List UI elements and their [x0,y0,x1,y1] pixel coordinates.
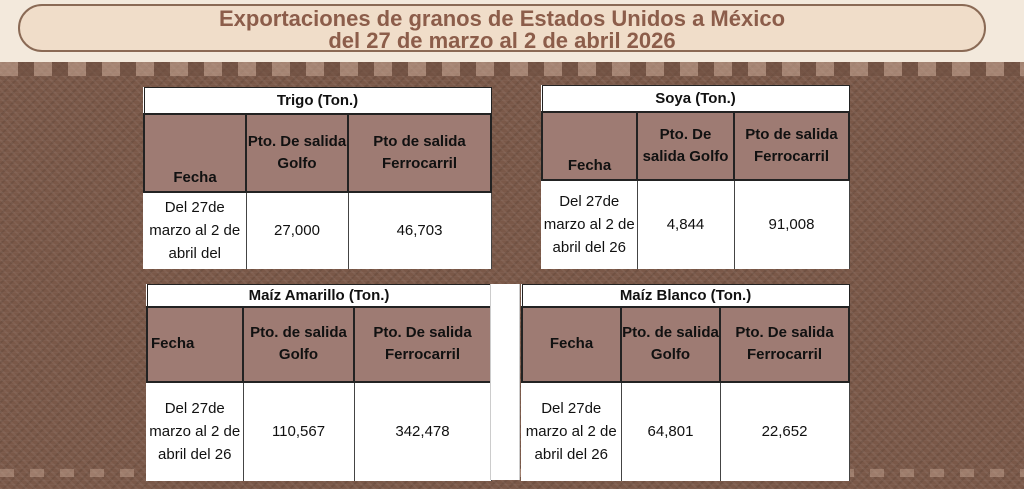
soya-header-fecha: Fecha [541,110,638,181]
table-gap-divider [490,284,520,480]
soya-caption: Soya (Ton.) [541,85,850,113]
maiz-amarillo-ferrocarril-cell: 342,478 [354,381,492,481]
trigo-golfo-cell: 27,000 [246,191,349,269]
maiz-amarillo-table: Maíz Amarillo (Ton.) Fecha Pto. de salid… [146,284,492,481]
soya-golfo-cell: 4,844 [637,179,735,269]
maiz-blanco-fecha-cell: Del 27de marzo al 2 de abril del 26 [522,381,622,481]
table-row: Del 27de marzo al 2 de abril del 26 4,84… [542,179,850,269]
maiz-blanco-header-fecha: Fecha [521,305,622,383]
maiz-amarillo-header-fecha: Fecha [146,305,244,383]
trigo-caption: Trigo (Ton.) [143,87,492,115]
soya-table: Soya (Ton.) Fecha Pto. De salida Golfo P… [541,85,850,269]
trigo-header-fecha: Fecha [143,112,247,193]
maiz-blanco-header-ferrocarril: Pto. De salida Ferrocarril [718,305,851,383]
title-banner: Exportaciones de granos de Estados Unido… [18,4,986,52]
trigo-table: Trigo (Ton.) Fecha Pto. De salida Golfo … [143,87,493,269]
maiz-amarillo-caption: Maíz Amarillo (Ton.) [146,284,492,308]
trigo-header-ferrocarril: Pto de salida Ferrocarril [346,112,493,193]
trigo-header-golfo: Pto. De salida Golfo [245,112,349,193]
table-row: Del 27de marzo al 2 de abril del 26 110,… [147,381,492,481]
soya-fecha-cell: Del 27de marzo al 2 de abril del 26 [542,179,638,269]
title-line-2: del 27 de marzo al 2 de abril 2026 [328,28,676,53]
trigo-fecha-cell: Del 27de marzo al 2 de abril del [144,191,247,269]
table-row: Del 27de marzo al 2 de abril del 26 64,8… [522,381,850,481]
maiz-blanco-golfo-cell: 64,801 [621,381,721,481]
title-line-1: Exportaciones de granos de Estados Unido… [218,6,786,31]
table-row: Del 27de marzo al 2 de abril del 27,000 … [144,191,492,269]
maiz-blanco-ferrocarril-cell: 22,652 [720,381,850,481]
soya-header-golfo: Pto. De salida Golfo [636,110,735,181]
maiz-blanco-header-golfo: Pto. de salida Golfo [620,305,721,383]
trigo-ferrocarril-cell: 46,703 [348,191,492,269]
soya-header-ferrocarril: Pto de salida Ferrocarril [733,110,850,181]
maiz-amarillo-golfo-cell: 110,567 [243,381,355,481]
maiz-amarillo-header-ferrocarril: Pto. De salida Ferrocarril [353,305,492,383]
maiz-amarillo-fecha-cell: Del 27de marzo al 2 de abril del 26 [147,381,244,481]
maiz-amarillo-header-golfo: Pto. de salida Golfo [242,305,355,383]
soya-ferrocarril-cell: 91,008 [734,179,850,269]
maiz-blanco-caption: Maíz Blanco (Ton.) [521,284,850,308]
maiz-blanco-table: Maíz Blanco (Ton.) Fecha Pto. de salida … [521,284,851,481]
